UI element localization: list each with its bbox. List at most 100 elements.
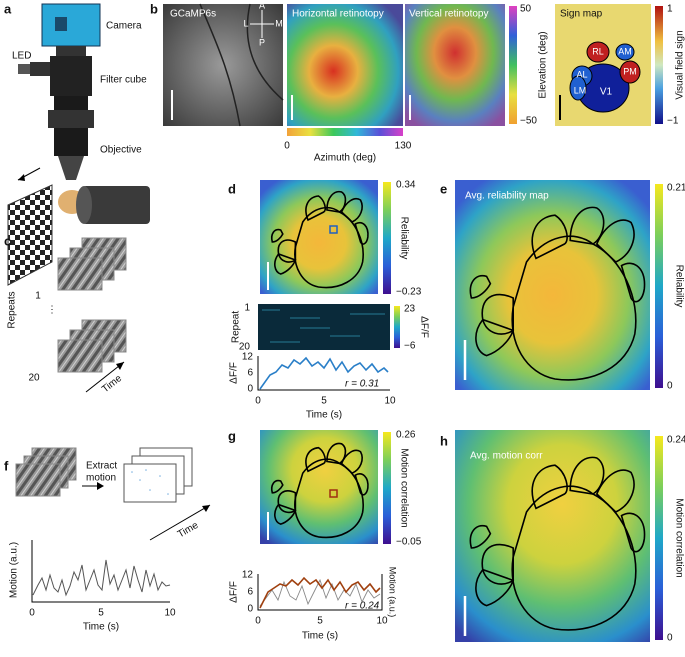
colorbar bbox=[655, 436, 663, 640]
colorbar-label: −0.05 bbox=[396, 537, 422, 548]
repeat-last: 20 bbox=[28, 373, 40, 384]
x-tick-label: 0 bbox=[255, 396, 261, 407]
area-label: V1 bbox=[600, 87, 613, 98]
trace-axes bbox=[31, 540, 170, 603]
motion-trace bbox=[32, 559, 171, 597]
time-label: Time bbox=[100, 373, 124, 395]
extract-label: motion bbox=[86, 473, 116, 484]
raster-colorbar-label: −6 bbox=[404, 341, 416, 352]
stat-label: r = 0.31 bbox=[345, 379, 379, 390]
raster-colorbar-label: 23 bbox=[404, 304, 416, 315]
map-title: Avg. reliability map bbox=[465, 191, 549, 202]
colorbar-title: Motion correlation bbox=[673, 498, 684, 577]
colorbar-title: Reliability bbox=[398, 217, 409, 260]
area-label: LM bbox=[574, 85, 587, 95]
raster-axis: Repeat bbox=[231, 311, 242, 343]
area-label: PM bbox=[623, 66, 637, 76]
objective-label: Objective bbox=[100, 145, 142, 156]
colorbar-label: −50 bbox=[520, 116, 537, 127]
image-title: Sign map bbox=[560, 9, 603, 20]
x-tick-label: 10 bbox=[376, 616, 388, 627]
colorbar-title: Motion correlation bbox=[398, 448, 409, 527]
vertical-retinotopy bbox=[405, 4, 505, 126]
avg-reliability-map bbox=[455, 180, 650, 390]
y-tick-label: 6 bbox=[247, 587, 253, 598]
trace bbox=[259, 356, 389, 390]
elevation-colorbar bbox=[509, 6, 517, 124]
colorbar-title: Azimuth (deg) bbox=[314, 153, 376, 164]
axis-label: Repeats bbox=[7, 291, 18, 328]
image-title: GCaMP6s bbox=[170, 9, 216, 20]
area-label: AL bbox=[576, 69, 587, 79]
panel-label: c bbox=[4, 233, 11, 248]
colorbar-label: 0 bbox=[284, 141, 290, 152]
compass-label: L bbox=[243, 18, 248, 28]
x-tick-label: 10 bbox=[384, 396, 396, 407]
y-axis-label: Motion (a.u.) bbox=[9, 542, 20, 598]
azimuth-colorbar bbox=[287, 128, 403, 136]
x-axis-label: Time (s) bbox=[306, 410, 342, 421]
trace bbox=[259, 576, 381, 609]
panel-label: e bbox=[440, 181, 447, 196]
filter-cube-label: Filter cube bbox=[100, 75, 147, 86]
microscope bbox=[7, 3, 150, 286]
map-title: Avg. motion corr bbox=[470, 451, 543, 462]
trace-axes bbox=[257, 574, 383, 611]
panel-label: a bbox=[4, 1, 12, 16]
trace-axes bbox=[257, 356, 390, 391]
colorbar-label: 130 bbox=[395, 141, 412, 152]
horizontal-retinotopy bbox=[287, 4, 403, 126]
colorbar-title: Elevation (deg) bbox=[538, 31, 549, 98]
colorbar-label: 0.24 bbox=[667, 435, 685, 446]
compass-label: A bbox=[259, 0, 265, 10]
y2-axis-label: Motion (a.u.) bbox=[388, 567, 398, 618]
colorbar bbox=[383, 182, 391, 294]
colorbar-label: −1 bbox=[667, 116, 679, 127]
panel-label: g bbox=[228, 428, 236, 443]
svg-text:⋮: ⋮ bbox=[47, 305, 57, 316]
panel-label: d bbox=[228, 181, 236, 196]
compass bbox=[250, 10, 274, 38]
x-tick-label: 5 bbox=[317, 616, 323, 627]
colorbar-title: Visual field sign bbox=[675, 30, 685, 99]
panel-label: b bbox=[150, 1, 158, 16]
panel-label: f bbox=[4, 458, 9, 473]
sign-colorbar bbox=[655, 6, 663, 124]
raster-label: 1 bbox=[244, 303, 250, 314]
x-tick-label: 0 bbox=[29, 608, 35, 619]
area-label: RL bbox=[592, 46, 604, 56]
area-label: AM bbox=[618, 46, 632, 56]
camera-label: Camera bbox=[106, 21, 142, 32]
colorbar-label: 0 bbox=[667, 633, 673, 644]
gcamp-image bbox=[163, 4, 283, 126]
colorbar-label: 1 bbox=[667, 4, 673, 15]
colorbar-label: 0.21 bbox=[667, 183, 685, 194]
extract-label: Extract bbox=[86, 461, 117, 472]
colorbar bbox=[383, 432, 391, 544]
colorbar-label: 0.34 bbox=[396, 180, 416, 191]
colorbar-title: Reliability bbox=[673, 265, 684, 308]
movie-frames: ⋮ bbox=[47, 237, 127, 393]
x-tick-label: 5 bbox=[321, 396, 327, 407]
colorbar-label: 50 bbox=[520, 4, 532, 15]
led-label: LED bbox=[12, 51, 31, 62]
y-tick-label: 0 bbox=[247, 604, 253, 615]
panel-label: h bbox=[440, 433, 448, 448]
x-tick-label: 10 bbox=[164, 608, 176, 619]
image-title: Vertical retinotopy bbox=[409, 9, 489, 20]
y-tick-label: 0 bbox=[247, 384, 253, 395]
compass-label: P bbox=[259, 37, 265, 47]
motion-trace bbox=[259, 578, 381, 607]
x-axis-label: Time (s) bbox=[83, 622, 119, 633]
raster-colorbar bbox=[394, 306, 400, 348]
colorbar-label: 0 bbox=[667, 381, 673, 392]
colorbar-label: 0.26 bbox=[396, 430, 416, 441]
compass-label: M bbox=[275, 18, 283, 28]
colorbar bbox=[655, 184, 663, 388]
y-tick-label: 12 bbox=[242, 352, 254, 363]
x-tick-label: 0 bbox=[255, 616, 261, 627]
raster bbox=[258, 304, 390, 350]
repeat-first: 1 bbox=[35, 291, 41, 302]
